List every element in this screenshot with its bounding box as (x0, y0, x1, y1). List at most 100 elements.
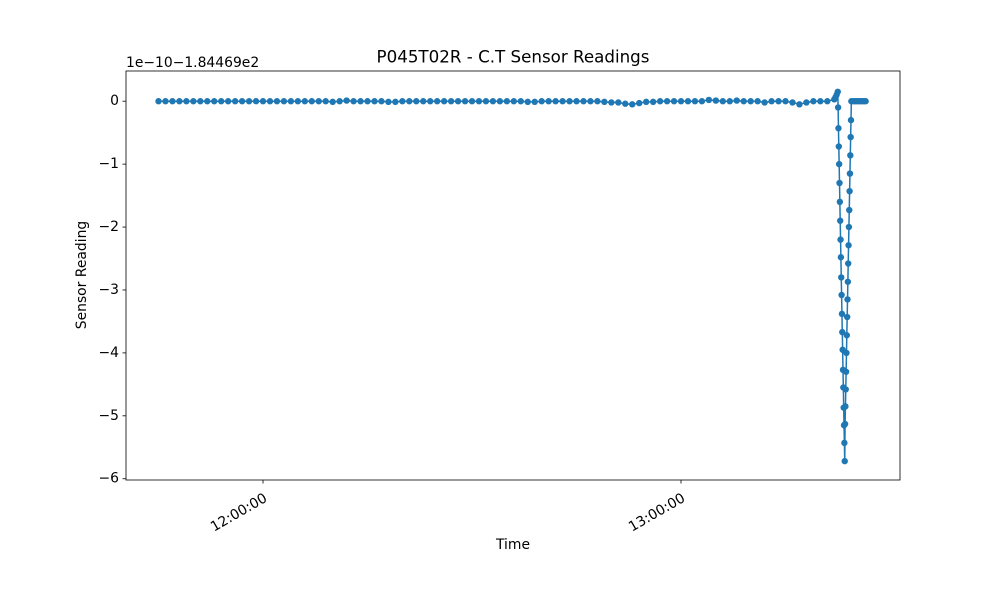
point (835, 143, 843, 150)
point (615, 99, 622, 106)
point (308, 98, 315, 105)
point (238, 98, 246, 105)
point (838, 310, 846, 318)
point (503, 98, 511, 105)
point (726, 98, 733, 105)
point (642, 98, 650, 106)
point (842, 403, 849, 410)
point (176, 98, 183, 105)
y-tick-label: −5 (99, 408, 119, 424)
y-axis-label: Sensor Reading (74, 221, 90, 329)
point (357, 98, 364, 105)
point (322, 98, 329, 105)
point (754, 98, 761, 105)
point (482, 98, 490, 105)
point (649, 98, 657, 106)
point (747, 98, 754, 105)
line (158, 91, 866, 462)
point (378, 98, 385, 105)
point (371, 98, 378, 105)
point (343, 97, 350, 104)
point (844, 296, 851, 303)
point (524, 98, 531, 106)
point (183, 98, 190, 105)
point (847, 133, 854, 141)
point (862, 98, 869, 105)
point (835, 125, 842, 132)
point (336, 98, 343, 105)
point (846, 170, 854, 177)
point (273, 98, 281, 105)
point (684, 98, 692, 105)
point (846, 187, 853, 195)
point (768, 98, 775, 105)
point (843, 332, 851, 339)
chart-title: P045T02R - C.T Sensor Readings (377, 47, 650, 67)
point (364, 98, 371, 105)
point (538, 98, 545, 105)
point (427, 98, 434, 105)
y-offset-label: 1e−10−1.84469e2 (126, 55, 259, 71)
point (824, 98, 831, 105)
point (190, 98, 197, 105)
point (204, 98, 211, 105)
point (842, 368, 850, 375)
point (601, 98, 608, 106)
point (691, 98, 699, 105)
point (461, 98, 469, 105)
point (670, 98, 678, 105)
point (385, 98, 392, 106)
point (266, 98, 274, 105)
point (796, 101, 803, 108)
point (531, 98, 538, 106)
point (294, 98, 302, 105)
point (845, 223, 853, 231)
point (392, 98, 399, 106)
point (837, 254, 845, 261)
point (740, 98, 747, 105)
point (803, 99, 810, 106)
point (580, 98, 587, 105)
point (845, 242, 852, 249)
point (440, 98, 448, 105)
point (496, 98, 504, 105)
point (629, 101, 636, 108)
y-tick-label: −2 (99, 219, 119, 235)
point (835, 160, 843, 168)
x-axis-label: Time (495, 537, 530, 553)
point (834, 104, 842, 111)
point (838, 291, 845, 299)
point (636, 99, 643, 107)
point (733, 97, 740, 104)
point (622, 100, 629, 107)
point (155, 98, 162, 105)
point (719, 98, 727, 105)
plot-frame (125, 70, 901, 481)
point (259, 98, 267, 105)
point (245, 98, 253, 105)
point (559, 98, 566, 105)
point (329, 98, 336, 106)
point (468, 98, 476, 105)
point (566, 98, 573, 105)
point (810, 98, 817, 105)
point (841, 439, 848, 447)
y-tick-label: 0 (110, 93, 119, 109)
point (698, 98, 706, 105)
point (847, 152, 854, 159)
point (712, 97, 720, 104)
point (573, 98, 580, 105)
point (705, 96, 713, 104)
point (218, 98, 225, 105)
point (834, 88, 841, 95)
point (836, 198, 844, 206)
y-tick-label: −3 (99, 282, 119, 298)
point (775, 98, 782, 105)
point (231, 98, 239, 105)
point (846, 206, 853, 214)
point (350, 98, 357, 105)
point (677, 98, 685, 105)
point (841, 457, 848, 465)
